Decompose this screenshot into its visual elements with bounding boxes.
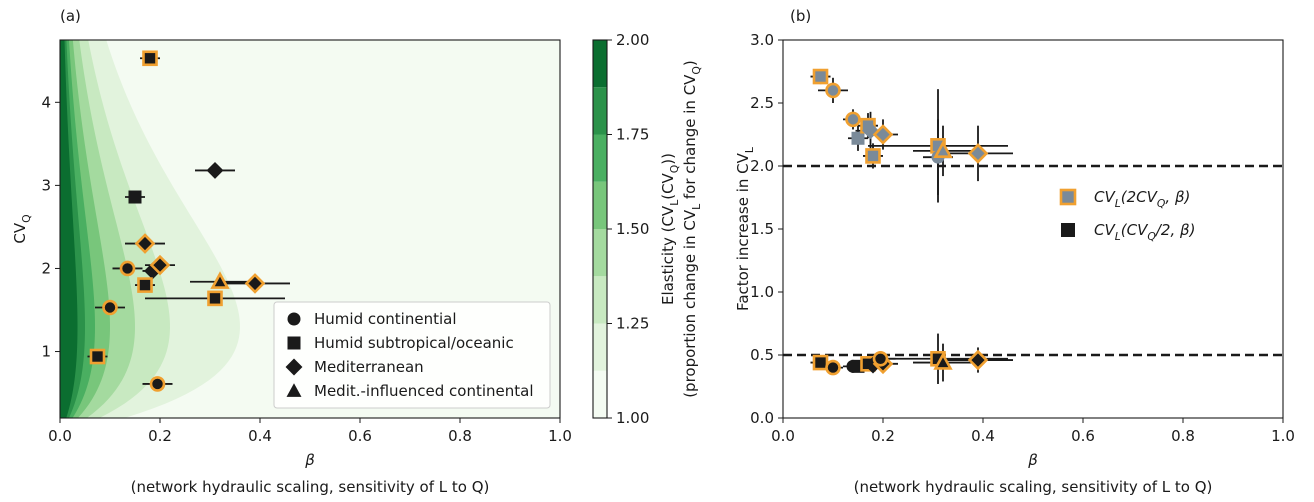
y-tick-label: 1 — [41, 342, 51, 360]
x-axis-label: β — [1027, 451, 1038, 469]
point — [134, 233, 156, 254]
main-layer: 1.00 1.25 1.50 1.75 2.00 Elasticity (CVL(CVQ)… — [11, 7, 1295, 496]
point — [137, 277, 153, 293]
x-tick-label: 0.6 — [348, 427, 372, 445]
legend-box — [273, 301, 551, 409]
point — [102, 299, 118, 316]
colorbar-tick-label: 2.00 — [616, 31, 649, 49]
x-tick-label: 1.0 — [1271, 427, 1295, 445]
point — [206, 161, 224, 179]
panel-label: (a) — [60, 7, 81, 25]
y-tick-label: 3 — [41, 176, 51, 194]
legend-label: CVL(2CVQ, β) — [1094, 188, 1190, 210]
x-tick-label: 0.0 — [771, 427, 795, 445]
x-tick-label: 0.2 — [871, 427, 895, 445]
point — [128, 190, 142, 204]
y-tick-label: 2.5 — [750, 94, 774, 112]
point — [142, 50, 158, 67]
contour-band — [60, 40, 78, 418]
colorbar-tick-label: 1.50 — [616, 220, 649, 238]
x-tick-label: 0.6 — [1071, 427, 1095, 445]
point — [967, 143, 989, 164]
y-tick-label: 1.0 — [750, 283, 774, 301]
x-tick-label: 0.2 — [148, 427, 172, 445]
colorbar-tick-label: 1.00 — [616, 409, 649, 427]
colorbar-band — [593, 181, 607, 229]
colorbar-label-note: (proportion change in CVL for change in … — [681, 60, 703, 398]
point — [286, 383, 302, 397]
y-tick-label: 2.0 — [750, 157, 774, 175]
legend-label: Medit.-influenced continental — [314, 382, 534, 400]
point — [933, 140, 953, 159]
x-tick-label: 1.0 — [548, 427, 572, 445]
point — [872, 350, 889, 367]
y-tick-label: 0.5 — [750, 346, 774, 364]
legend-label: Humid continential — [314, 310, 457, 328]
point — [825, 359, 841, 376]
x-axis-label: β — [304, 451, 315, 469]
point — [812, 68, 829, 85]
x-tick-label: 0.8 — [1171, 427, 1195, 445]
panel-label: (b) — [790, 7, 811, 25]
x-tick-label: 0.4 — [971, 427, 995, 445]
legend-marker — [1061, 223, 1075, 237]
point — [967, 349, 989, 371]
colorbar-tick-label: 1.75 — [616, 125, 649, 143]
point — [812, 354, 829, 371]
colorbar-band — [593, 370, 607, 418]
colorbar-band — [593, 40, 607, 88]
x-tick-label: 0.0 — [48, 427, 72, 445]
point — [244, 273, 266, 294]
colorbar-band — [593, 276, 607, 324]
y-tick-label: 4 — [41, 93, 51, 111]
y-tick-label: 1.5 — [750, 220, 774, 238]
point — [119, 260, 136, 277]
y-axis-label: Factor increase in CVL — [734, 147, 756, 311]
y-tick-label: 2 — [41, 259, 51, 277]
point — [933, 352, 953, 370]
point — [207, 290, 223, 307]
point — [149, 254, 171, 276]
point — [210, 271, 230, 289]
x-tick-label: 0.4 — [248, 427, 272, 445]
point — [825, 82, 841, 99]
colorbar-band — [593, 134, 607, 182]
x-axis-label-note: (network hydraulic scaling, sensitivity … — [131, 478, 490, 496]
background-layer — [60, 40, 560, 418]
x-axis-label-note: (network hydraulic scaling, sensitivity … — [854, 478, 1213, 496]
legend-label: Humid subtropical/oceanic — [314, 334, 514, 352]
colorbar-band — [593, 87, 607, 135]
point — [287, 312, 301, 326]
plot-frame — [59, 39, 561, 419]
legend-marker — [1059, 188, 1077, 206]
point — [89, 348, 106, 365]
point — [287, 336, 301, 350]
point — [144, 262, 161, 280]
legend-label: Mediterranean — [314, 358, 424, 376]
point — [149, 376, 166, 392]
point — [845, 111, 861, 128]
y-tick-label: 3.0 — [750, 31, 774, 49]
y-axis-label: CVQ — [11, 214, 33, 243]
colorbar-label: Elasticity (CVL(CVQ)) — [659, 153, 681, 305]
colorbar-band — [593, 323, 607, 371]
y-tick-label: 0.0 — [750, 409, 774, 427]
legend-label: CVL(CVQ/2, β) — [1094, 221, 1195, 243]
point — [851, 131, 865, 145]
x-tick-label: 0.8 — [448, 427, 472, 445]
colorbar-tick-label: 1.25 — [616, 314, 649, 332]
point — [872, 124, 894, 145]
colorbar-band — [593, 229, 607, 277]
point — [865, 148, 881, 164]
point — [285, 358, 303, 376]
